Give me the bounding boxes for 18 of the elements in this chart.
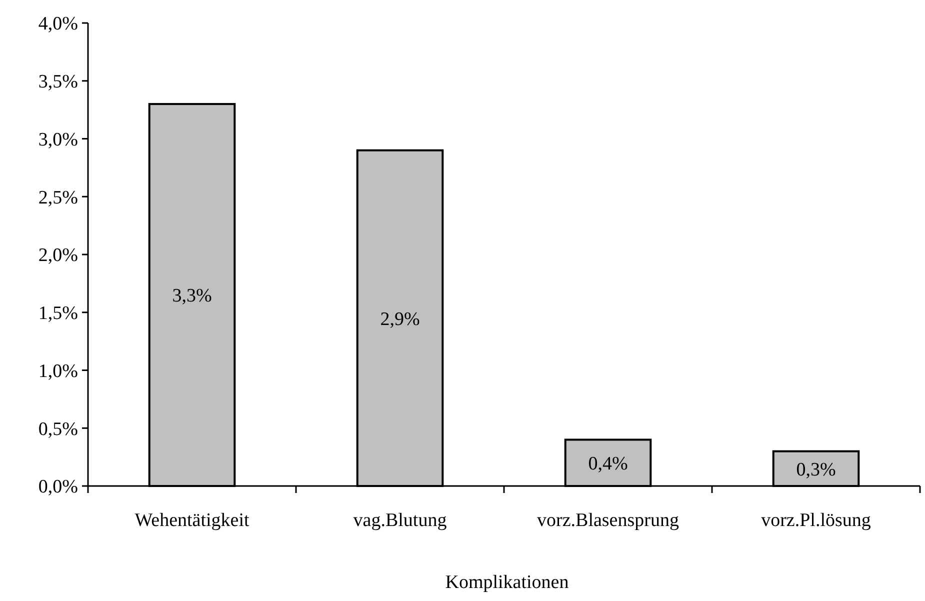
y-tick-label: 2,5%: [38, 187, 78, 208]
y-tick-label: 1,0%: [38, 360, 78, 382]
x-tick-label: Wehentätigkeit: [134, 510, 250, 531]
x-axis-title: Komplikationen: [445, 572, 570, 593]
x-tick-label: vorz.Pl.lösung: [761, 510, 872, 531]
y-tick-label: 3,0%: [38, 129, 78, 150]
data-label: 0,3%: [796, 459, 836, 480]
data-label: 3,3%: [172, 286, 212, 307]
x-tick-label: vorz.Blasensprung: [537, 510, 680, 531]
y-tick-label: 2,0%: [38, 245, 78, 266]
y-tick-label: 0,0%: [38, 476, 78, 498]
data-label: 0,4%: [588, 454, 628, 474]
y-tick-label: 0,5%: [38, 418, 78, 440]
y-tick-label: 3,5%: [38, 72, 78, 93]
data-label: 2,9%: [380, 308, 420, 330]
x-tick-label: vag.Blutung: [353, 510, 448, 531]
y-tick-label: 1,5%: [38, 303, 78, 324]
y-tick-label: 4,0%: [38, 14, 78, 35]
